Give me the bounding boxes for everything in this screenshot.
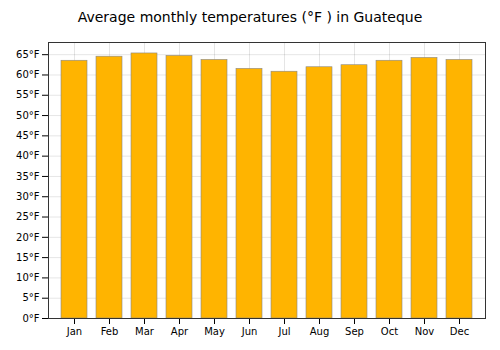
svg-text:May: May	[204, 326, 225, 337]
svg-text:Nov: Nov	[415, 326, 435, 337]
svg-text:Jun: Jun	[241, 326, 258, 337]
svg-text:60°F: 60°F	[16, 69, 40, 80]
svg-text:50°F: 50°F	[16, 110, 40, 121]
svg-text:Feb: Feb	[101, 326, 119, 337]
svg-text:10°F: 10°F	[16, 272, 40, 283]
svg-text:15°F: 15°F	[16, 252, 40, 263]
svg-text:45°F: 45°F	[16, 130, 40, 141]
svg-text:5°F: 5°F	[22, 292, 39, 303]
html-text:Average monthly temperatures (: Average monthly temperatures (°F ) in Gu…	[77, 9, 423, 25]
svg-text:Oct: Oct	[381, 326, 398, 337]
svg-text:35°F: 35°F	[16, 171, 40, 182]
svg-text:Aug: Aug	[310, 326, 330, 337]
svg-text:Apr: Apr	[171, 326, 189, 337]
svg-text:Sep: Sep	[345, 326, 364, 337]
svg-text:Dec: Dec	[450, 326, 469, 337]
svg-text:Mar: Mar	[135, 326, 155, 337]
svg-text:Jan: Jan	[66, 326, 82, 337]
svg-text:55°F: 55°F	[16, 89, 40, 100]
svg-text:30°F: 30°F	[16, 191, 40, 202]
svg-text:25°F: 25°F	[16, 211, 40, 222]
svg-text:20°F: 20°F	[16, 232, 40, 243]
svg-text:Jul: Jul	[277, 326, 290, 337]
svg-text:65°F: 65°F	[16, 49, 40, 60]
svg-text:0°F: 0°F	[22, 313, 39, 324]
svg-text:40°F: 40°F	[16, 150, 40, 161]
